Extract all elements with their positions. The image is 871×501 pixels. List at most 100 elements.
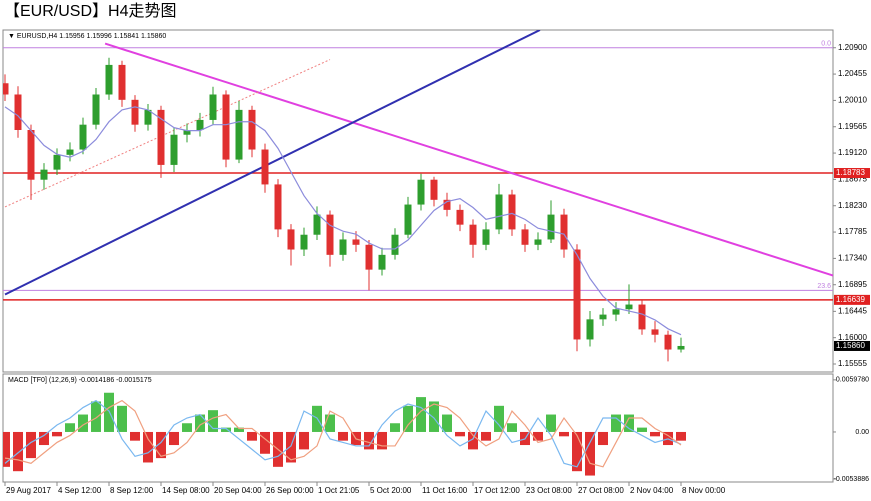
candle-body bbox=[391, 234, 399, 255]
macd-bar bbox=[494, 405, 504, 432]
macd-line bbox=[4, 399, 682, 468]
y-tick-label: 1.17785 bbox=[838, 227, 867, 236]
y-tick-label: 1.18230 bbox=[838, 201, 867, 210]
macd-bar bbox=[676, 431, 686, 441]
candle-body bbox=[157, 109, 165, 165]
candle-body bbox=[14, 94, 22, 130]
x-tick-label: 27 Oct 08:00 bbox=[578, 486, 624, 495]
candle-body bbox=[625, 304, 633, 310]
macd-bar bbox=[3, 431, 10, 467]
candle-body bbox=[469, 224, 477, 245]
candle-body bbox=[53, 154, 61, 170]
candle-body bbox=[40, 169, 48, 180]
macd-bar bbox=[91, 401, 101, 432]
x-tick-label: 17 Oct 12:00 bbox=[474, 486, 520, 495]
candle-body bbox=[443, 199, 451, 210]
x-tick-label: 20 Sep 04:00 bbox=[214, 486, 262, 495]
candle-body bbox=[482, 229, 490, 245]
macd-bar bbox=[455, 431, 465, 437]
macd-bar bbox=[26, 431, 36, 459]
macd-bar bbox=[338, 431, 348, 441]
candle-body bbox=[79, 124, 87, 150]
candle-body bbox=[599, 314, 607, 320]
fib-label: 0.0 bbox=[821, 41, 831, 48]
candle-body bbox=[352, 239, 360, 245]
candle-body bbox=[534, 239, 542, 245]
candle-body bbox=[638, 304, 646, 330]
candle-body bbox=[105, 64, 113, 95]
macd-bar bbox=[390, 423, 400, 432]
candle-body bbox=[144, 109, 152, 125]
trendline bbox=[4, 59, 331, 208]
macd-bar bbox=[169, 431, 179, 446]
candle-body bbox=[365, 244, 373, 270]
macd-bar bbox=[65, 423, 75, 432]
macd-bar bbox=[39, 431, 49, 446]
macd-line bbox=[4, 399, 682, 468]
macd-bar bbox=[442, 414, 452, 432]
macd-bar bbox=[247, 431, 257, 441]
y-tick-label: 0.0059780 bbox=[836, 377, 869, 384]
x-tick-label: 26 Sep 00:00 bbox=[266, 486, 314, 495]
candle-body bbox=[248, 109, 256, 150]
x-tick-label: 8 Sep 12:00 bbox=[110, 486, 154, 495]
macd-bar bbox=[637, 427, 647, 432]
candle-body bbox=[183, 129, 191, 135]
candle-body bbox=[196, 119, 204, 130]
macd-bar bbox=[299, 431, 309, 450]
candle-body bbox=[326, 214, 334, 255]
macd-bar bbox=[507, 423, 517, 432]
candle-body bbox=[547, 214, 555, 240]
macd-bar bbox=[286, 431, 296, 463]
macd-bar bbox=[78, 414, 88, 432]
candle-body bbox=[287, 229, 295, 250]
x-tick-label: 2 Nov 04:00 bbox=[630, 486, 674, 495]
macd-plot bbox=[3, 392, 686, 476]
axes: 1.20900 1.20455 1.20010 1.19565 1.19120 1.186… bbox=[4, 43, 870, 495]
x-tick-label: 4 Sep 12:00 bbox=[58, 486, 102, 495]
x-tick-label: 11 Oct 16:00 bbox=[422, 486, 468, 495]
macd-bar bbox=[208, 410, 218, 432]
candle-body bbox=[274, 184, 282, 230]
candle-body bbox=[300, 234, 308, 250]
candle-body bbox=[560, 214, 568, 250]
candle-body bbox=[339, 239, 347, 255]
macd-bar bbox=[650, 431, 660, 437]
candle-body bbox=[664, 334, 672, 350]
x-tick-label: 14 Sep 08:00 bbox=[162, 486, 210, 495]
macd-bar bbox=[585, 431, 595, 476]
macd-bar bbox=[117, 405, 127, 432]
macd-bar bbox=[13, 431, 23, 472]
candle-body bbox=[521, 229, 529, 245]
candle-body bbox=[92, 94, 100, 125]
level-tag bbox=[834, 294, 870, 305]
candle-body bbox=[651, 329, 659, 335]
y-tick-label: 1.19565 bbox=[838, 122, 867, 131]
macd-info: MACD [TF0] (12,26,9) -0.0014186 -0.00151… bbox=[8, 377, 152, 384]
candle-body bbox=[118, 64, 126, 100]
x-tick-label: 29 Aug 2017 bbox=[6, 486, 51, 495]
macd-bar bbox=[403, 405, 413, 432]
macd-bar bbox=[234, 427, 244, 432]
candle-body bbox=[313, 214, 321, 235]
macd-bar bbox=[195, 414, 205, 432]
candle-body bbox=[222, 94, 230, 160]
candle-body bbox=[417, 179, 425, 205]
macd-bar bbox=[52, 431, 62, 437]
y-tick-label: 1.20010 bbox=[838, 96, 867, 105]
macd-bar bbox=[182, 423, 192, 432]
candle-body bbox=[495, 194, 503, 230]
macd-bar bbox=[572, 431, 582, 472]
macd-bar bbox=[624, 414, 634, 432]
price-plot: 0.0 23.6 bbox=[3, 30, 833, 362]
price-info: ▼ EURUSD,H4 1.15956 1.15996 1.15841 1.15… bbox=[8, 33, 166, 40]
candle-body bbox=[209, 94, 217, 120]
candle-body bbox=[508, 194, 516, 230]
y-tick-label: 1.18675 bbox=[838, 175, 867, 184]
candle-body bbox=[261, 149, 269, 185]
macd-bar bbox=[429, 401, 439, 432]
level-tag bbox=[834, 168, 870, 179]
candle-body bbox=[573, 249, 581, 340]
trendline bbox=[104, 42, 833, 277]
